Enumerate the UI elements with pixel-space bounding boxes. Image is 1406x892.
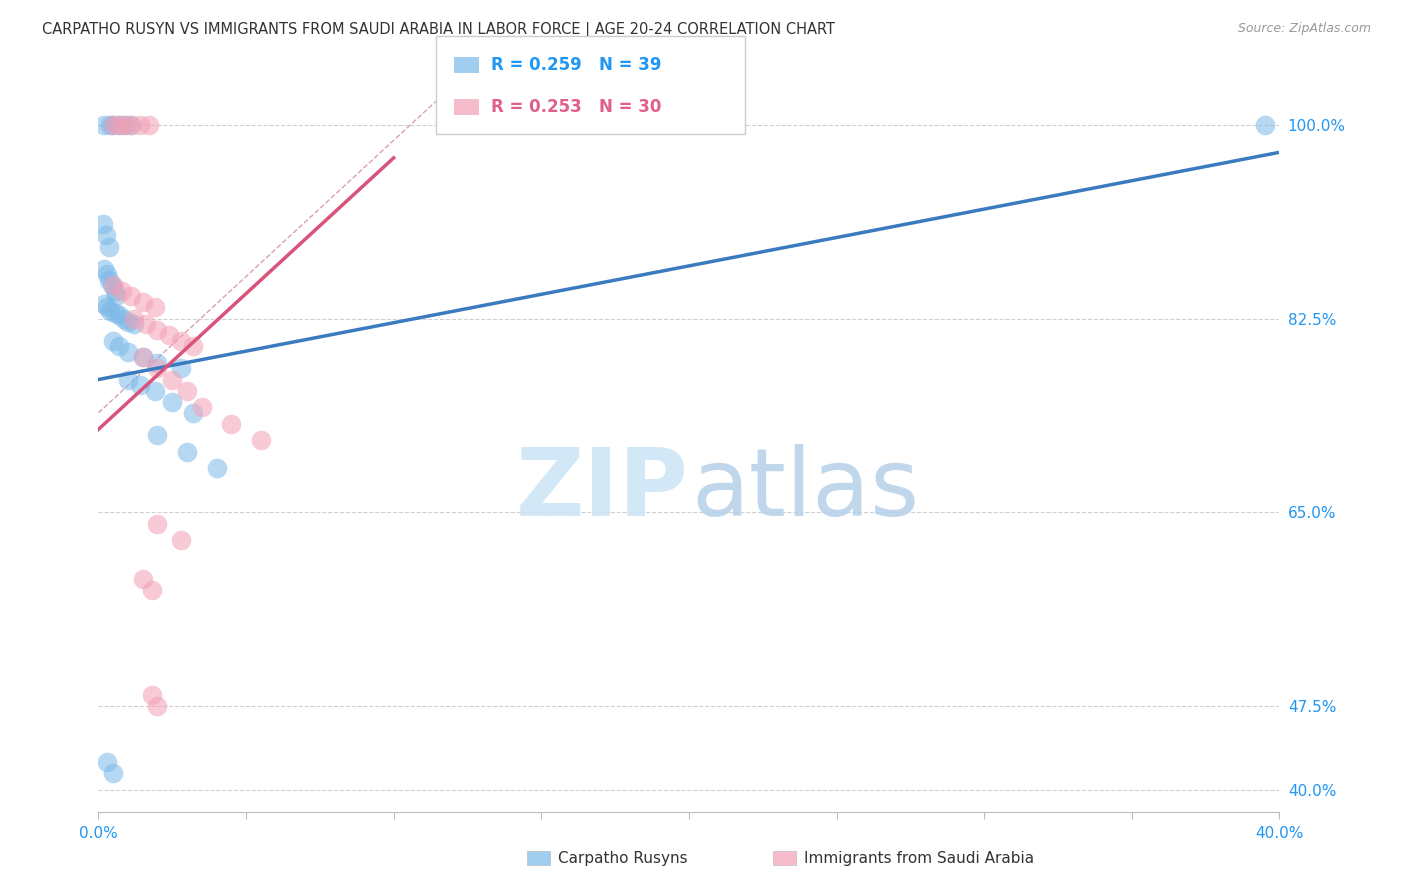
Point bbox=[93, 261, 115, 276]
Point bbox=[97, 273, 120, 287]
Point bbox=[104, 306, 127, 320]
Text: ZIP: ZIP bbox=[516, 444, 689, 536]
Point bbox=[96, 267, 118, 281]
Point bbox=[117, 315, 139, 329]
Point bbox=[93, 118, 115, 132]
Point bbox=[128, 378, 150, 392]
Text: Immigrants from Saudi Arabia: Immigrants from Saudi Arabia bbox=[804, 851, 1035, 865]
Point bbox=[146, 356, 169, 370]
Point bbox=[103, 766, 125, 780]
Point bbox=[120, 289, 142, 303]
Point bbox=[122, 311, 145, 326]
Point bbox=[146, 516, 169, 531]
Point bbox=[146, 699, 169, 714]
Point bbox=[108, 308, 131, 322]
Point bbox=[98, 303, 121, 318]
Point bbox=[143, 301, 166, 315]
Point bbox=[103, 118, 125, 132]
Point bbox=[132, 351, 155, 365]
Point bbox=[91, 218, 114, 232]
Point bbox=[191, 401, 214, 415]
Point bbox=[170, 334, 193, 348]
Point bbox=[135, 317, 157, 331]
Point bbox=[141, 689, 163, 703]
Text: Carpatho Rusyns: Carpatho Rusyns bbox=[558, 851, 688, 865]
Point bbox=[250, 434, 273, 448]
Point bbox=[103, 278, 125, 293]
Point bbox=[98, 118, 121, 132]
Point bbox=[162, 394, 183, 409]
Point bbox=[114, 118, 136, 132]
Point bbox=[120, 118, 142, 132]
Point bbox=[176, 384, 198, 398]
Point bbox=[103, 118, 125, 132]
Point bbox=[170, 533, 193, 548]
Point bbox=[97, 239, 120, 253]
Point bbox=[143, 384, 166, 398]
Point bbox=[170, 361, 193, 376]
Point bbox=[146, 428, 169, 442]
Point bbox=[162, 372, 183, 386]
Point bbox=[117, 372, 139, 386]
Point bbox=[111, 284, 134, 298]
Point bbox=[108, 118, 131, 132]
Text: R = 0.259   N = 39: R = 0.259 N = 39 bbox=[491, 56, 661, 74]
Point bbox=[141, 583, 163, 598]
Point bbox=[120, 118, 142, 132]
Point bbox=[146, 323, 169, 337]
Point bbox=[100, 278, 122, 293]
Point bbox=[96, 301, 118, 315]
Text: Source: ZipAtlas.com: Source: ZipAtlas.com bbox=[1237, 22, 1371, 36]
Point bbox=[132, 351, 155, 365]
Point bbox=[103, 334, 125, 348]
Point bbox=[132, 572, 155, 586]
Point bbox=[93, 297, 115, 311]
Point bbox=[122, 317, 145, 331]
Point bbox=[176, 444, 198, 458]
Point bbox=[117, 344, 139, 359]
Point bbox=[94, 228, 117, 243]
Point bbox=[181, 339, 204, 353]
Text: R = 0.253   N = 30: R = 0.253 N = 30 bbox=[491, 98, 661, 116]
Point bbox=[108, 339, 131, 353]
Point bbox=[146, 361, 169, 376]
Text: atlas: atlas bbox=[692, 444, 920, 536]
Point bbox=[108, 118, 131, 132]
Point bbox=[221, 417, 243, 431]
Point bbox=[132, 294, 155, 309]
Point bbox=[157, 328, 180, 343]
Point bbox=[1254, 118, 1277, 132]
Point bbox=[112, 311, 135, 326]
Point bbox=[205, 461, 228, 475]
Point bbox=[114, 118, 136, 132]
Text: CARPATHO RUSYN VS IMMIGRANTS FROM SAUDI ARABIA IN LABOR FORCE | AGE 20-24 CORREL: CARPATHO RUSYN VS IMMIGRANTS FROM SAUDI … bbox=[42, 22, 835, 38]
Point bbox=[104, 284, 127, 298]
Point bbox=[138, 118, 160, 132]
Point bbox=[96, 755, 118, 769]
Point bbox=[181, 406, 204, 420]
Point bbox=[128, 118, 150, 132]
Point bbox=[105, 289, 128, 303]
